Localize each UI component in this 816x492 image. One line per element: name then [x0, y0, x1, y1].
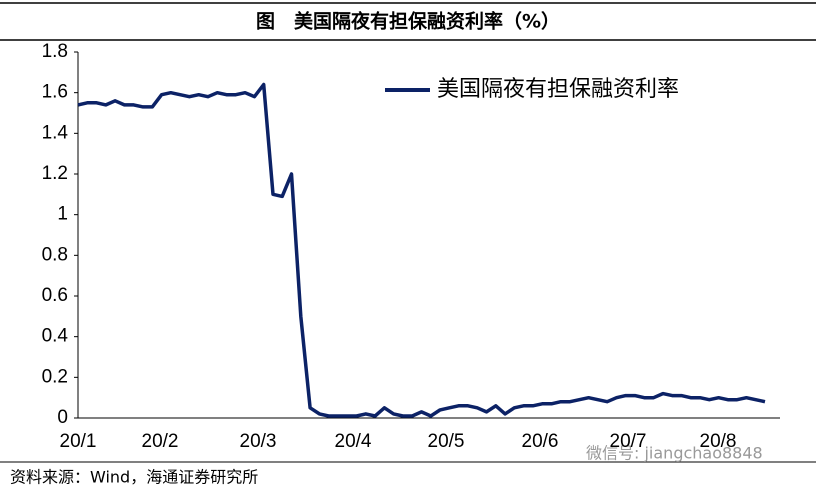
y-tick-label: 0.2 [42, 366, 68, 387]
y-tick-label: 0.4 [42, 326, 69, 347]
x-tick-label: 20/6 [522, 431, 559, 452]
legend-label: 美国隔夜有担保融资利率 [437, 77, 679, 102]
x-tick-label: 20/1 [60, 431, 97, 452]
y-tick-label: 0.6 [42, 285, 68, 306]
x-tick-label: 20/7 [610, 431, 647, 452]
chart-title: 图 美国隔夜有担保融资利率（%） [256, 10, 560, 33]
watermark: 微信号: jiangchao8848 [586, 444, 763, 463]
x-tick-label: 20/3 [240, 431, 277, 452]
source: 资料来源：Wind，海通证券研究所 [10, 468, 258, 487]
y-tick-label: 1.6 [42, 82, 68, 103]
x-tick-label: 20/2 [142, 431, 179, 452]
y-tick-label: 1.4 [42, 122, 69, 143]
x-tick-label: 20/5 [428, 431, 465, 452]
y-tick-label: 1 [57, 204, 68, 225]
x-tick-label: 20/4 [335, 431, 372, 452]
y-tick-label: 1.2 [42, 163, 68, 184]
x-tick-label: 20/8 [700, 431, 737, 452]
series-line [77, 82, 766, 418]
y-tick-label: 0 [57, 407, 68, 428]
y-tick-label: 1.8 [42, 41, 68, 62]
y-tick-label: 0.8 [42, 244, 68, 265]
